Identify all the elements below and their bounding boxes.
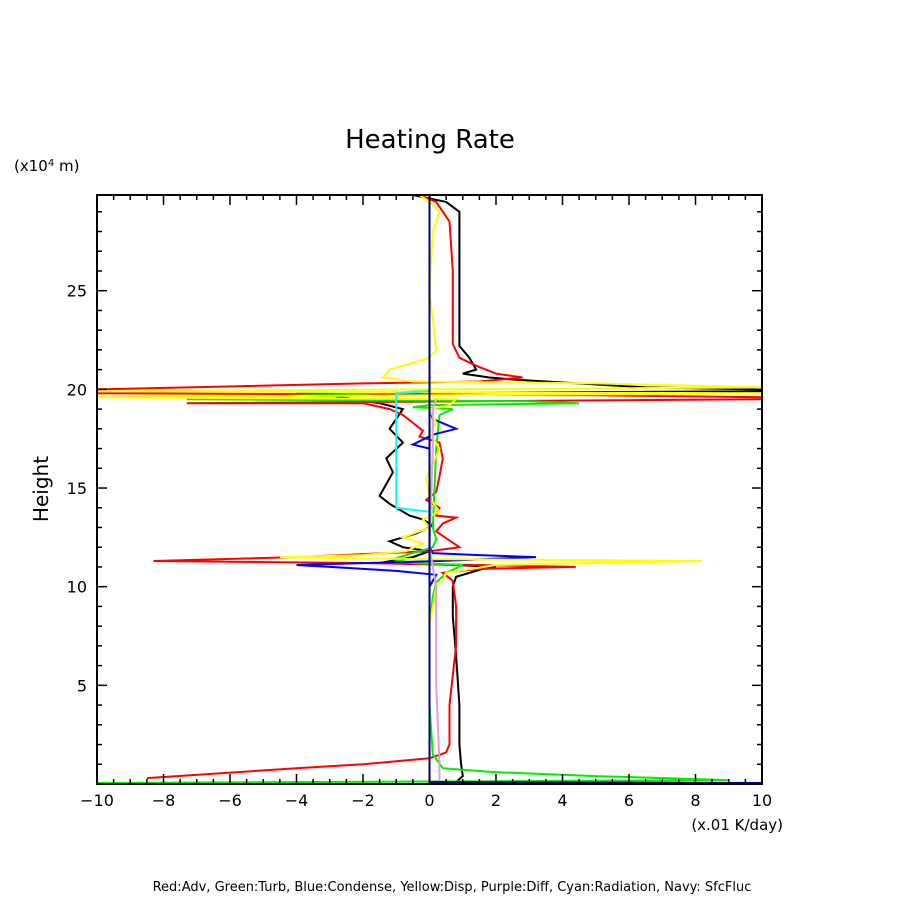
x-tick-label: 8 [690,791,700,810]
series-total-line [296,195,762,784]
series-turb-line [97,390,729,784]
x-tick-label: 2 [491,791,501,810]
series-adv-line [97,195,762,780]
y-tick-label: 25 [67,282,87,301]
x-tick-label: −10 [80,791,114,810]
y-axis-label: Height [29,456,53,522]
y-unit-exponent: 4 [48,158,54,169]
chart-title: Heating Rate [345,125,515,155]
y-tick-label: 20 [67,380,87,399]
x-tick-label: −4 [285,791,309,810]
legend-text: Red:Adv, Green:Turb, Blue:Condense, Yell… [153,880,752,895]
x-tick-label: 6 [624,791,634,810]
x-axis-label: (x.01 K/day) [691,816,783,834]
series-group [97,195,762,784]
x-tick-label: −8 [152,791,176,810]
y-tick-label: 10 [67,578,87,597]
x-tick-label: 0 [424,791,434,810]
series-sfcfluc-line [428,195,762,784]
x-tick-label: −2 [351,791,375,810]
axes: −10 −8 −6 −4 −2 0 2 4 6 8 10 5 10 15 20 25 [67,194,772,810]
x-tick-label: 4 [557,791,567,810]
x-tick-label: 10 [752,791,772,810]
series-diff-line [428,398,441,784]
series-radiation-line [395,390,430,513]
y-unit-prefix: (x10 [14,157,48,175]
series-condense-line [296,408,536,588]
series-disp-line [97,195,762,784]
y-tick-label: 5 [77,676,87,695]
y-unit-label: (x104 m) [14,157,79,175]
y-unit-suffix: m) [54,157,79,175]
x-tick-label: −6 [218,791,242,810]
y-tick-label: 15 [67,479,87,498]
